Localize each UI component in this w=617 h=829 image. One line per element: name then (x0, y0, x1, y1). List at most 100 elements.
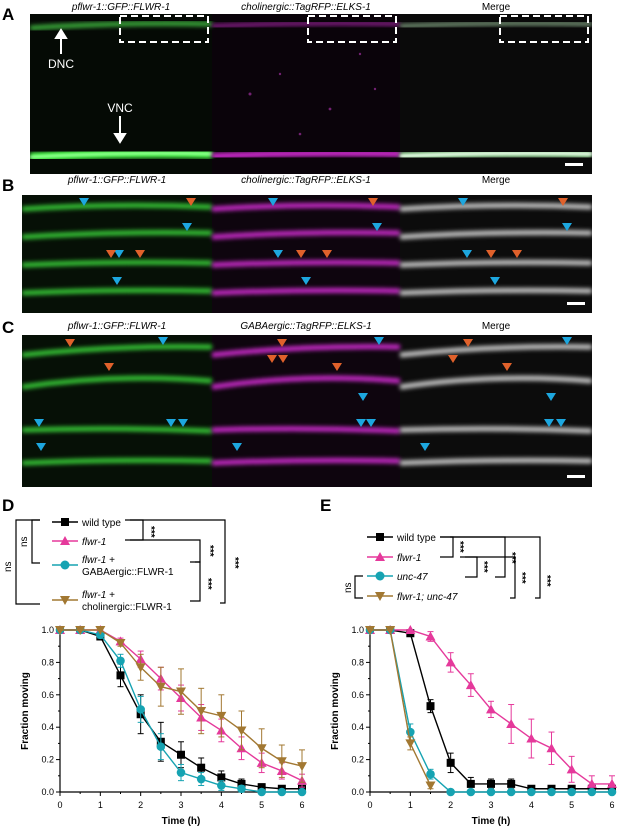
x-tick-label: 6 (609, 800, 614, 810)
data-point (547, 787, 556, 797)
panel-a-magenta-bg (212, 14, 400, 174)
x-tick-label: 2 (138, 800, 143, 810)
panel-b-label: B (2, 176, 15, 195)
y-tick-label: 0.2 (351, 755, 364, 765)
series-3 (365, 626, 436, 791)
data-point (405, 625, 416, 634)
data-point (196, 707, 207, 716)
x-tick-label: 0 (57, 800, 62, 810)
panel-e-brackets (354, 536, 541, 599)
panel-a-roi-box-magenta (307, 15, 397, 43)
panel-c-label: C (2, 318, 15, 337)
y-tick-label: 0.6 (41, 690, 54, 700)
sig-e-wt-flwr: *** (454, 541, 465, 553)
legend-marker-cholinergic-rescue (60, 596, 70, 605)
data-point (587, 787, 597, 797)
data-point (365, 626, 375, 635)
data-point (75, 626, 86, 635)
legend-d-2a: flwr-1 + (82, 555, 115, 566)
x-tick-label: 0 (367, 800, 372, 810)
axes: 0 1 2 3 4 5 6 0.0 0.2 0.4 0.6 0.8 1.0 (41, 625, 304, 810)
x-tick-label: 1 (408, 800, 413, 810)
data-point (566, 764, 577, 774)
ns-d-1: ns (19, 536, 30, 547)
svg-text:***: *** (202, 578, 213, 590)
data-point (486, 787, 496, 797)
data-point (176, 687, 186, 697)
data-point (155, 682, 166, 692)
data-point (607, 778, 617, 788)
vnc-label: VNC (107, 101, 133, 115)
data-point (405, 739, 416, 749)
data-point (276, 757, 287, 767)
data-point (446, 787, 455, 797)
x-axis-label: Time (h) (162, 816, 201, 827)
panel-a-merge-bg (400, 14, 592, 174)
data-point (135, 663, 146, 673)
y-tick-label: 0.8 (41, 657, 54, 667)
x-axis-label: Time (h) (472, 816, 511, 827)
x-tick-label: 4 (219, 800, 224, 810)
panel-d-brackets (15, 519, 226, 605)
svg-text:***: *** (516, 572, 527, 584)
svg-text:***: *** (204, 545, 215, 557)
axes: 0 1 2 3 4 5 6 0.0 0.2 0.4 0.6 0.8 1.0 (351, 625, 614, 810)
data-point (116, 671, 125, 680)
x-tick-label: 6 (299, 800, 304, 810)
data-point (466, 779, 475, 788)
legend-d-1: flwr-1 (82, 537, 106, 548)
y-tick-label: 0.8 (351, 657, 364, 667)
x-tick-label: 2 (448, 800, 453, 810)
data-point (297, 762, 307, 772)
arrowhead-markers-blue (79, 198, 572, 285)
x-tick-label: 5 (569, 800, 574, 810)
svg-text:***: *** (478, 561, 489, 573)
y-axis-label: Fraction moving (330, 672, 341, 750)
y-tick-label: 1.0 (41, 625, 54, 635)
panel-d-legend: wild type flwr-1 flwr-1 + GABAergic::FLW… (3, 518, 240, 613)
panel-a-micrograph: DNC VNC (30, 14, 592, 174)
data-point (426, 769, 435, 779)
data-point (586, 778, 597, 788)
panel-a-roi-box-green (119, 15, 209, 43)
data-point (257, 787, 266, 797)
y-tick-label: 0.0 (351, 787, 364, 797)
panel-b-title-magenta: cholinergic::TagRFP::ELKS-1 (241, 175, 371, 186)
panel-c-title-merge: Merge (481, 321, 511, 332)
data-point (95, 626, 106, 635)
data-point (237, 779, 246, 788)
panel-b-title-merge: Merge (481, 175, 511, 186)
y-tick-label: 0.4 (351, 722, 364, 732)
data-point (115, 638, 126, 648)
svg-text:***: *** (506, 552, 517, 564)
data-point (567, 787, 576, 797)
data-point (55, 626, 65, 635)
panel-a-title-magenta: cholinergic::TagRFP::ELKS-1 (241, 2, 371, 13)
series-2 (55, 625, 307, 797)
data-point (237, 784, 246, 794)
arrowhead-markers-orange (106, 198, 568, 258)
data-point (486, 704, 496, 714)
data-point (546, 743, 557, 753)
data-point (236, 726, 247, 736)
panel-d-label: D (2, 496, 15, 515)
data-point (527, 787, 536, 797)
panel-e-legend: wild type flwr-1 unc-47 flwr-1; unc-47 *… (343, 533, 552, 603)
y-tick-label: 0.6 (351, 690, 364, 700)
data-point (425, 631, 436, 641)
legend-marker-gaba-rescue (60, 560, 70, 570)
data-point (177, 750, 185, 759)
x-tick-label: 3 (178, 800, 183, 810)
series-line (370, 629, 432, 786)
data-point (176, 768, 186, 777)
sig-d-wt-flwr: *** (145, 526, 156, 538)
legend-e-1: flwr-1 (397, 553, 421, 564)
legend-e-0: wild type (396, 533, 436, 544)
x-tick-label: 5 (259, 800, 264, 810)
data-point (385, 626, 396, 635)
y-tick-label: 0.0 (41, 787, 54, 797)
panel-a-title-merge: Merge (481, 2, 511, 13)
data-point (425, 781, 436, 791)
data-point (116, 656, 125, 666)
ns-d-2: ns (3, 561, 14, 572)
